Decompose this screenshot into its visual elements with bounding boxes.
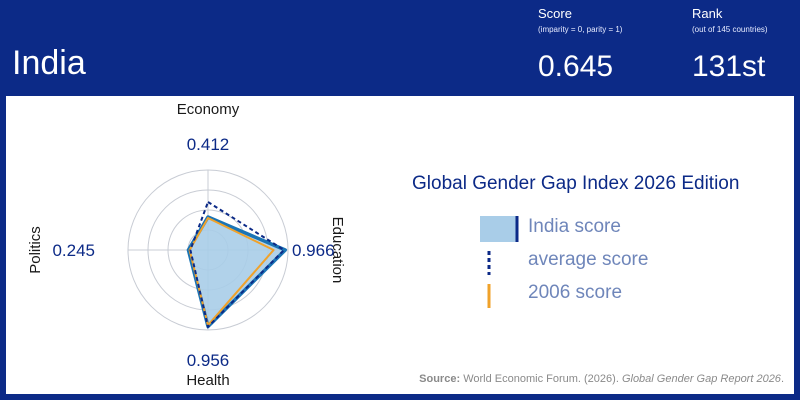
radar-chart: Economy Education Health Politics 0.412 0.966… — [27, 101, 346, 389]
rank-title: Rank — [692, 6, 723, 21]
chart-title: Global Gender Gap Index 2026 Edition — [412, 173, 740, 194]
source-text: World Economic Forum. (2026). — [463, 373, 619, 385]
score-value: 0.645 — [538, 50, 614, 83]
chart-panel: Economy Education Health Politics 0.412 0.966… — [6, 96, 794, 394]
legend-swatch-average — [487, 251, 491, 275]
rank-subtitle: (out of 145 countries) — [692, 25, 768, 34]
rank-value: 131st — [692, 50, 766, 83]
country-name: India — [12, 44, 86, 82]
value-label-education: 0.966 — [292, 241, 335, 260]
score-subtitle: (imparity = 0, parity = 1) — [538, 25, 623, 34]
axis-label-politics: Politics — [27, 226, 44, 274]
legend-swatch-india — [480, 216, 519, 242]
series-average-line — [189, 200, 286, 329]
axis-label-health: Health — [186, 372, 229, 389]
legend-label-average: average score — [528, 249, 649, 270]
axis-label-economy: Economy — [177, 101, 240, 118]
source-note: Source: World Economic Forum. (2026). Gl… — [419, 373, 784, 385]
source-title: Global Gender Gap Report 2026 — [621, 373, 781, 385]
score-title: Score — [538, 6, 572, 21]
source-prefix: Source: — [419, 373, 461, 385]
source-period: . — [780, 373, 784, 385]
score-block: Score (imparity = 0, parity = 1) 0.645 — [538, 6, 623, 83]
axis-label-education: Education — [329, 217, 346, 284]
legend-label-2006: 2006 score — [528, 282, 623, 303]
legend-swatch-2006 — [487, 284, 491, 308]
header-bar: India Score (imparity = 0, parity = 1) 0… — [0, 0, 800, 96]
value-label-economy: 0.412 — [187, 135, 230, 154]
value-label-health: 0.956 — [187, 351, 230, 370]
rank-block: Rank (out of 145 countries) 131st — [692, 6, 768, 83]
legend-label-india: India score — [528, 216, 621, 237]
series-india-area — [186, 215, 288, 329]
value-label-politics: 0.245 — [52, 241, 95, 260]
